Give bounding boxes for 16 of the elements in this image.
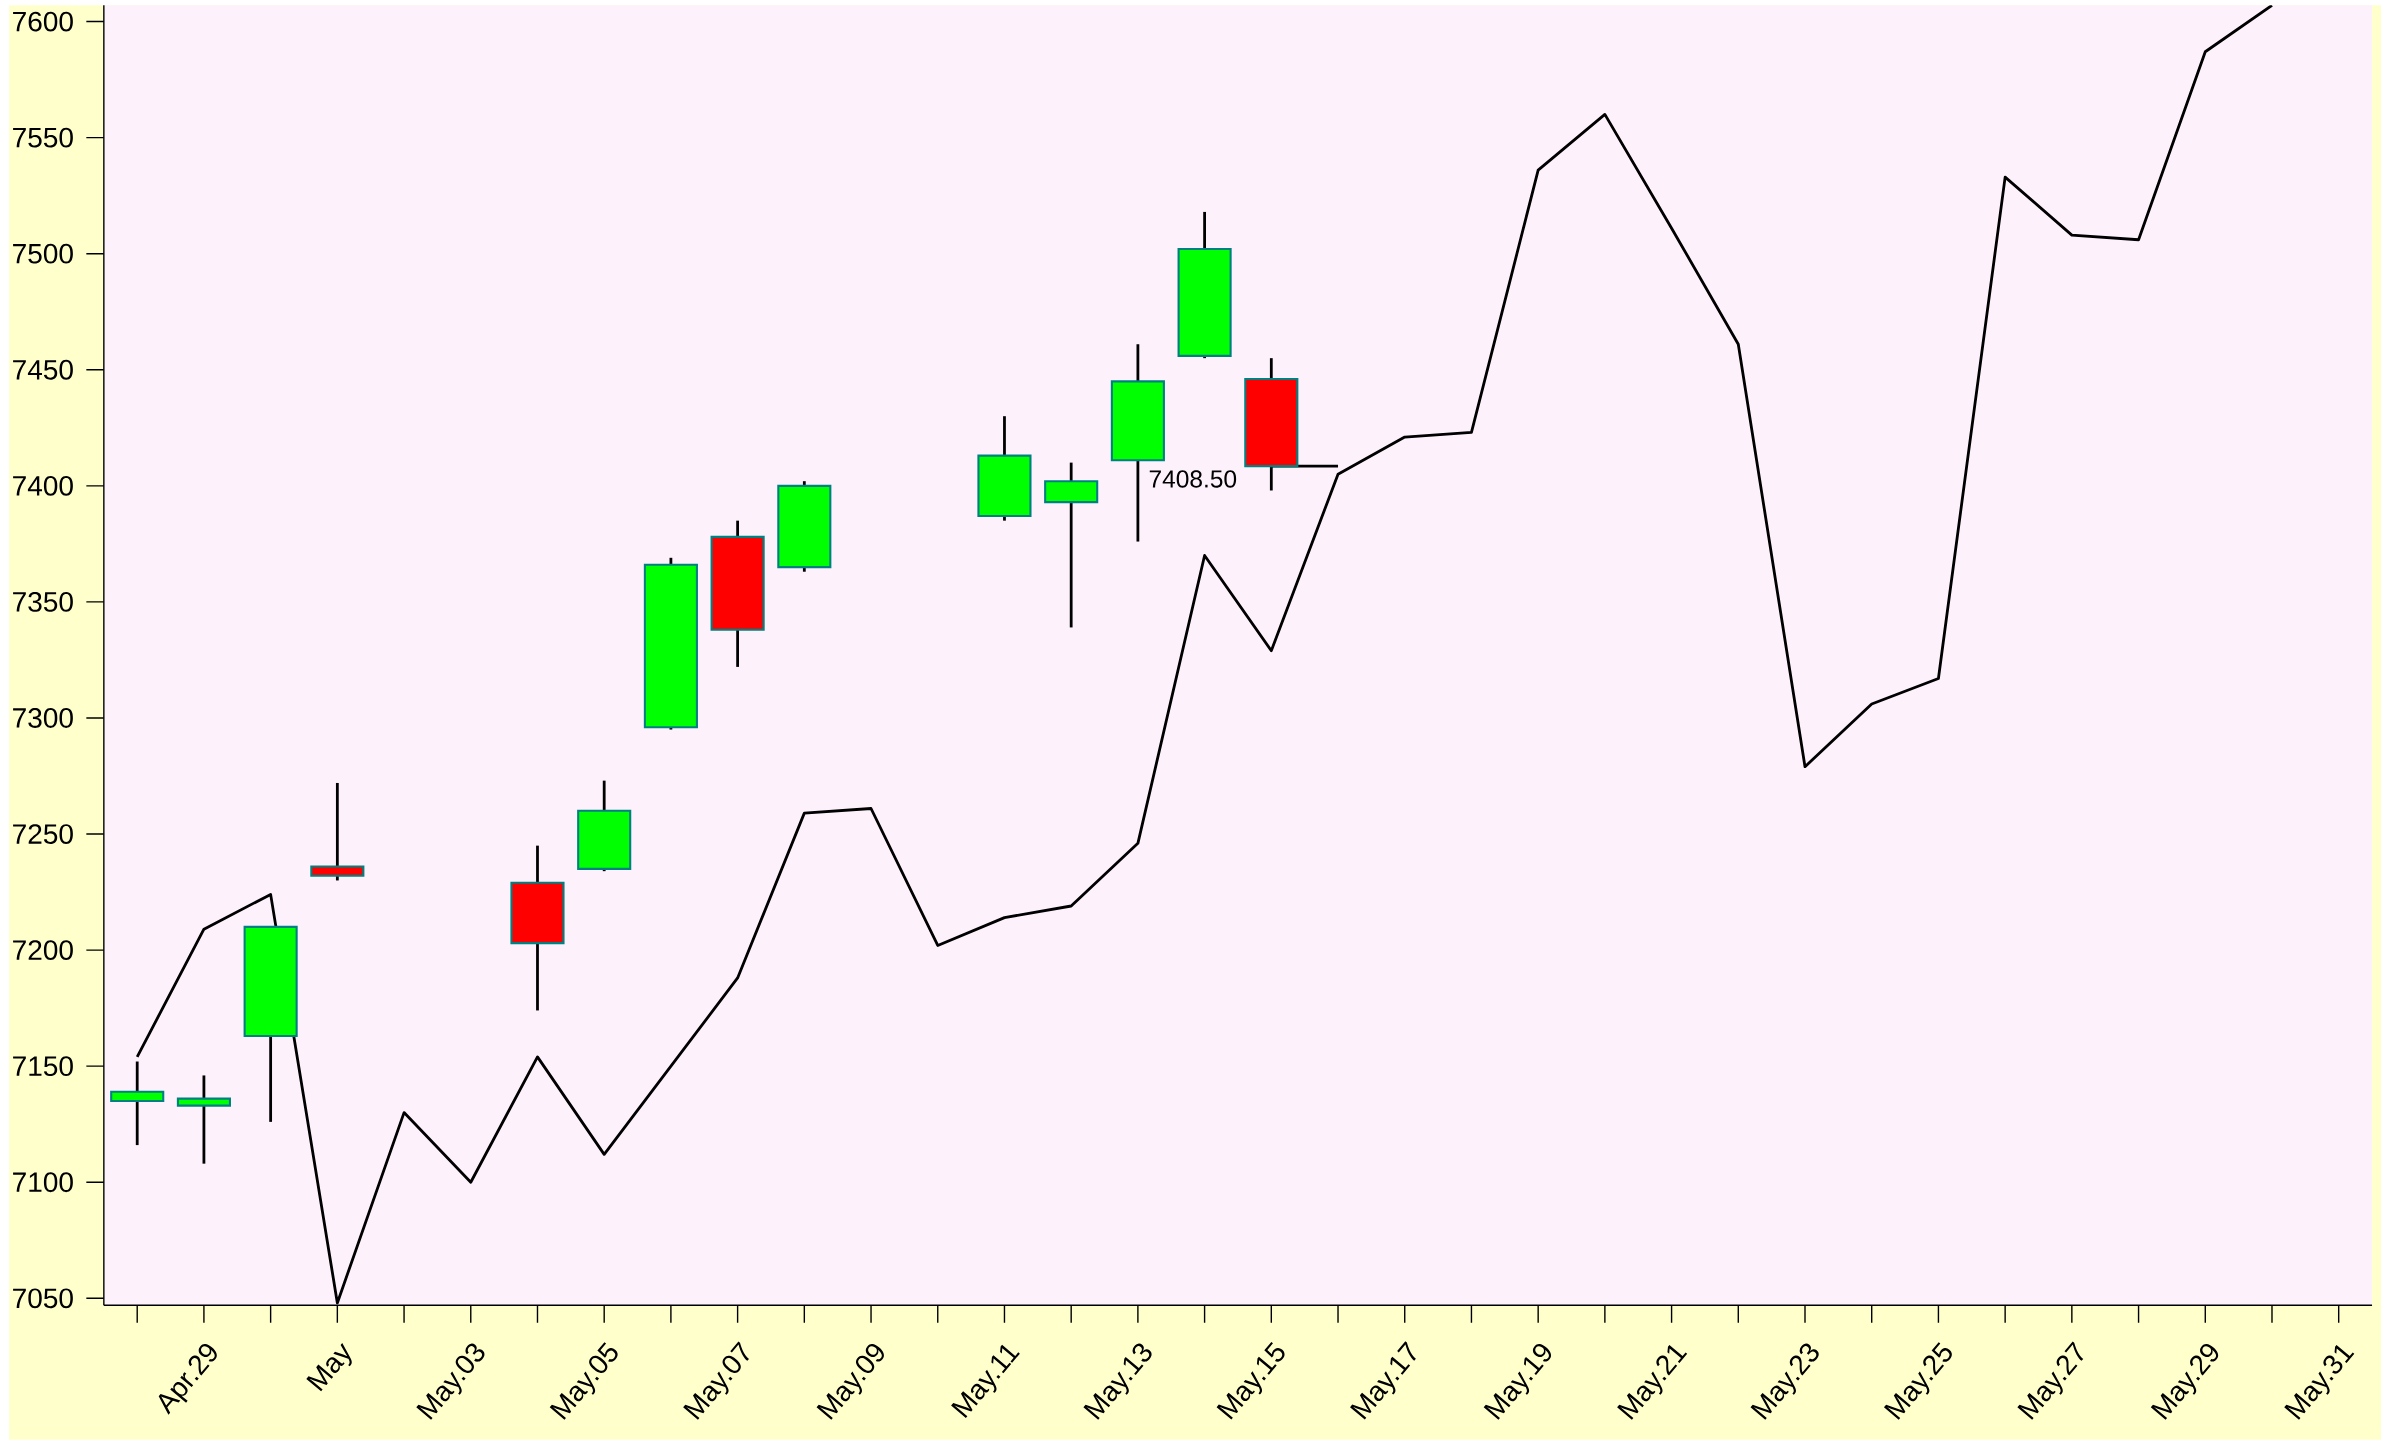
- y-tick-label: 7500: [13, 243, 73, 264]
- candlestick: [176, 1074, 231, 1166]
- candlestick: [310, 781, 365, 882]
- y-tick-label: 7050: [13, 1288, 73, 1309]
- candlestick: [110, 1060, 165, 1147]
- y-tick-label: 7300: [13, 708, 73, 729]
- y-tick-label: 7150: [13, 1056, 73, 1077]
- y-tick-label: 7250: [13, 824, 73, 845]
- y-tick-label: 7100: [13, 1172, 73, 1193]
- annotation: 7408.50: [1149, 470, 1237, 488]
- y-tick-label: 7450: [13, 360, 73, 380]
- y-tick-label: 7400: [13, 476, 73, 496]
- y-tick-label: 7200: [13, 940, 73, 961]
- y-tick-label: 7600: [13, 11, 73, 32]
- y-tick-label: 7550: [13, 127, 73, 148]
- y-tick-label: 7350: [13, 592, 73, 612]
